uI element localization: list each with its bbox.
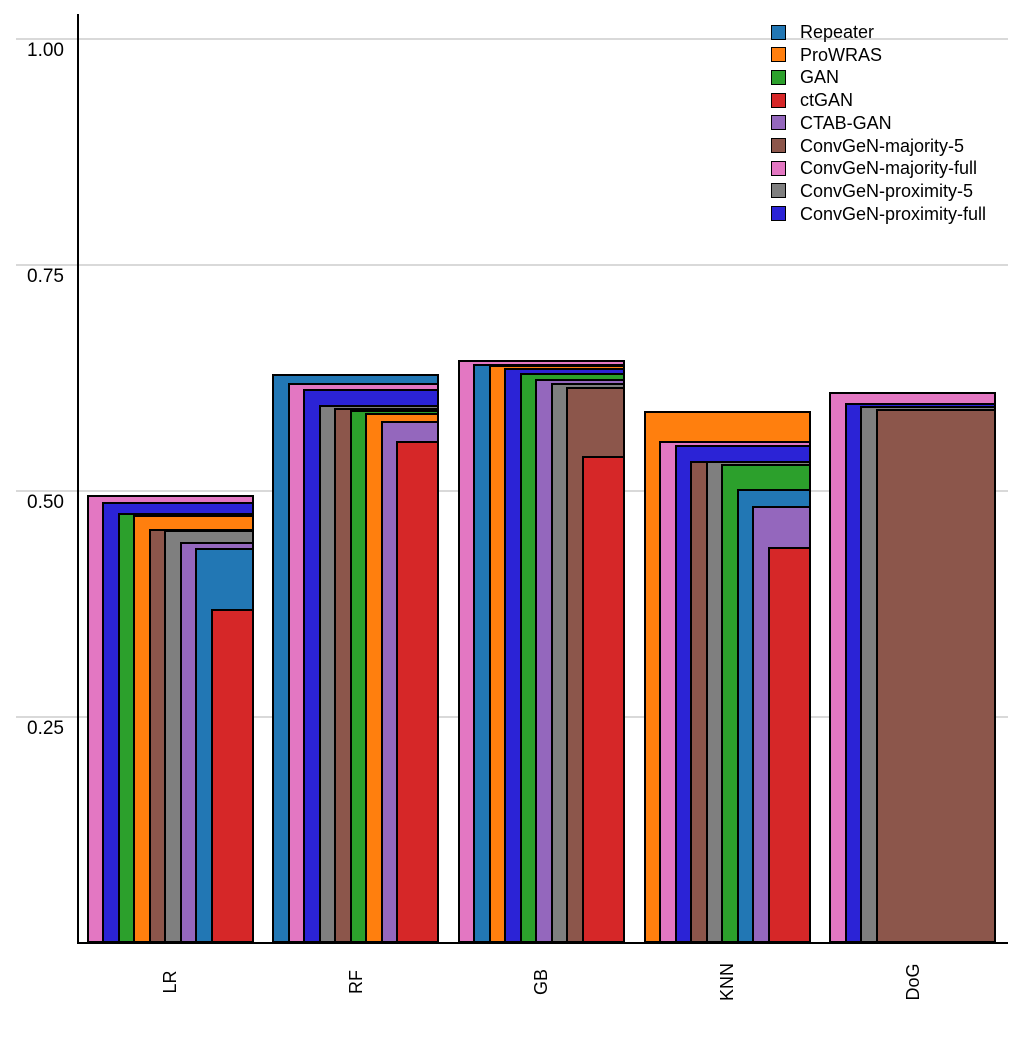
legend-label: GAN (800, 67, 840, 88)
legend-swatch-icon (771, 160, 786, 176)
x-tick-label: DoG (902, 963, 923, 1001)
legend-label: ctGAN (800, 90, 854, 111)
legend-label: ConvGeN-majority-full (800, 158, 978, 179)
legend-label: Repeater (800, 22, 875, 42)
legend-label: CTAB-GAN (800, 112, 892, 133)
gridline (16, 264, 1008, 266)
y-axis-line (77, 14, 79, 944)
legend-swatch-icon (771, 138, 786, 153)
x-tick-label: GB (531, 969, 552, 996)
legend-item: ConvGeN-majority-full (771, 157, 977, 179)
bar-RF-ctGAN (396, 441, 440, 943)
legend-item: ConvGeN-proximity-5 (771, 180, 973, 202)
legend-item: ProWRAS (771, 44, 882, 66)
bar-KNN-ctGAN (767, 547, 811, 943)
bar-LR-ctGAN (210, 609, 254, 943)
legend-item: GAN (771, 66, 839, 88)
bar-DoG-ConvGeN-majority-5 (875, 408, 997, 943)
y-tick-label: 0.75 (27, 266, 64, 287)
x-axis-line (77, 942, 1008, 944)
legend-swatch-icon (771, 24, 786, 40)
bar-GB-ctGAN (581, 455, 625, 943)
legend-swatch-icon (771, 69, 786, 85)
legend-label: ProWRAS (800, 44, 883, 65)
legend-swatch-icon (771, 92, 786, 108)
legend-label: ConvGeN-proximity-5 (800, 180, 974, 201)
gridline (16, 38, 1008, 40)
legend-label: ConvGeN-proximity-full (800, 203, 987, 224)
x-tick-label: KNN (717, 963, 737, 1002)
legend-item: Repeater (771, 21, 874, 43)
x-tick-label: RF (345, 970, 366, 994)
legend-item: CTAB-GAN (771, 112, 892, 134)
x-tick-label: LR (160, 970, 181, 994)
legend-item: ConvGeN-proximity-full (771, 203, 986, 225)
legend-swatch-icon (771, 115, 786, 131)
y-tick-label: 1.00 (27, 40, 64, 61)
legend-swatch-icon (771, 183, 786, 199)
y-tick-label: 0.50 (27, 492, 64, 513)
legend-swatch-icon (771, 206, 786, 222)
legend-item: ConvGeN-majority-5 (771, 135, 964, 157)
legend-swatch-icon (771, 47, 786, 63)
legend-item: ctGAN (771, 89, 853, 111)
legend-label: ConvGeN-majority-5 (800, 135, 965, 156)
y-tick-label: 0.25 (27, 718, 64, 739)
